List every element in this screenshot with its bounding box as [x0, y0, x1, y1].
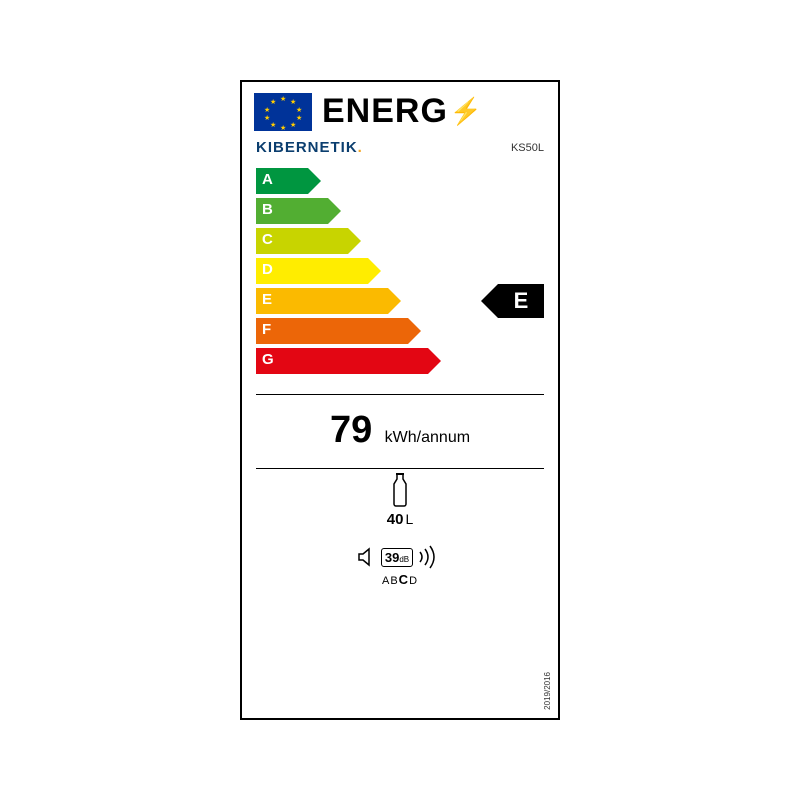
bar-letter: D — [262, 261, 273, 278]
model-code: KS50L — [511, 142, 544, 154]
energy-label: ★ ★ ★ ★ ★ ★ ★ ★ ★ ★ ENERG ⚡ KIBERNETIK. … — [240, 80, 560, 720]
brand-text: KIBERNETIK — [256, 139, 358, 156]
db-unit: dB — [399, 555, 409, 564]
specs: 40L 39dB ABCD — [242, 469, 558, 587]
bar-d: D — [256, 258, 368, 284]
brand-dot: . — [358, 139, 363, 156]
sound-waves-icon — [417, 544, 443, 570]
bar-letter: E — [262, 291, 272, 308]
bolt-icon: ⚡ — [450, 96, 483, 127]
bar-row-f: F — [256, 318, 558, 344]
db-box: 39dB — [381, 548, 413, 567]
rating-letter: E — [498, 284, 544, 318]
noise-block: 39dB ABCD — [242, 544, 558, 587]
regulation-text: 2019/2016 — [543, 672, 552, 710]
bar-a: A — [256, 168, 308, 194]
noise-class-d: D — [409, 575, 418, 587]
volume-block: 40L — [242, 473, 558, 528]
bar-e: E — [256, 288, 388, 314]
bar-letter: C — [262, 231, 273, 248]
bar-letter: G — [262, 351, 274, 368]
consumption: 79 kWh/annum — [242, 395, 558, 462]
volume-value: 40 — [387, 511, 404, 528]
db-value: 39 — [385, 550, 399, 565]
bar-row-e: EE — [256, 288, 558, 314]
noise-row: 39dB — [242, 544, 558, 570]
bar-g: G — [256, 348, 428, 374]
title-text: ENERG — [322, 92, 448, 131]
bar-f: F — [256, 318, 408, 344]
noise-class: ABCD — [242, 572, 558, 587]
volume-text: 40L — [242, 511, 558, 528]
bar-row-g: G — [256, 348, 558, 374]
energy-title: ENERG ⚡ — [322, 92, 483, 131]
bar-letter: A — [262, 171, 273, 188]
bar-c: C — [256, 228, 348, 254]
noise-class-b: B — [390, 575, 398, 587]
bar-b: B — [256, 198, 328, 224]
noise-class-c: C — [399, 572, 409, 587]
brand-name: KIBERNETIK. — [256, 139, 363, 156]
consumption-unit: kWh/annum — [385, 429, 470, 447]
eu-flag-icon: ★ ★ ★ ★ ★ ★ ★ ★ ★ ★ — [254, 93, 312, 131]
efficiency-scale: ABCDEEFG — [242, 164, 558, 388]
bar-letter: B — [262, 201, 273, 218]
bar-row-c: C — [256, 228, 558, 254]
volume-unit: L — [405, 511, 413, 527]
consumption-value: 79 — [330, 409, 372, 452]
rating-arrow: E — [481, 284, 544, 318]
bar-row-d: D — [256, 258, 558, 284]
bar-row-a: A — [256, 168, 558, 194]
bar-letter: F — [262, 321, 271, 338]
bottle-icon — [391, 473, 409, 507]
speaker-icon — [357, 546, 377, 568]
bar-row-b: B — [256, 198, 558, 224]
header: ★ ★ ★ ★ ★ ★ ★ ★ ★ ★ ENERG ⚡ — [242, 82, 558, 137]
brand-row: KIBERNETIK. KS50L — [242, 137, 558, 164]
